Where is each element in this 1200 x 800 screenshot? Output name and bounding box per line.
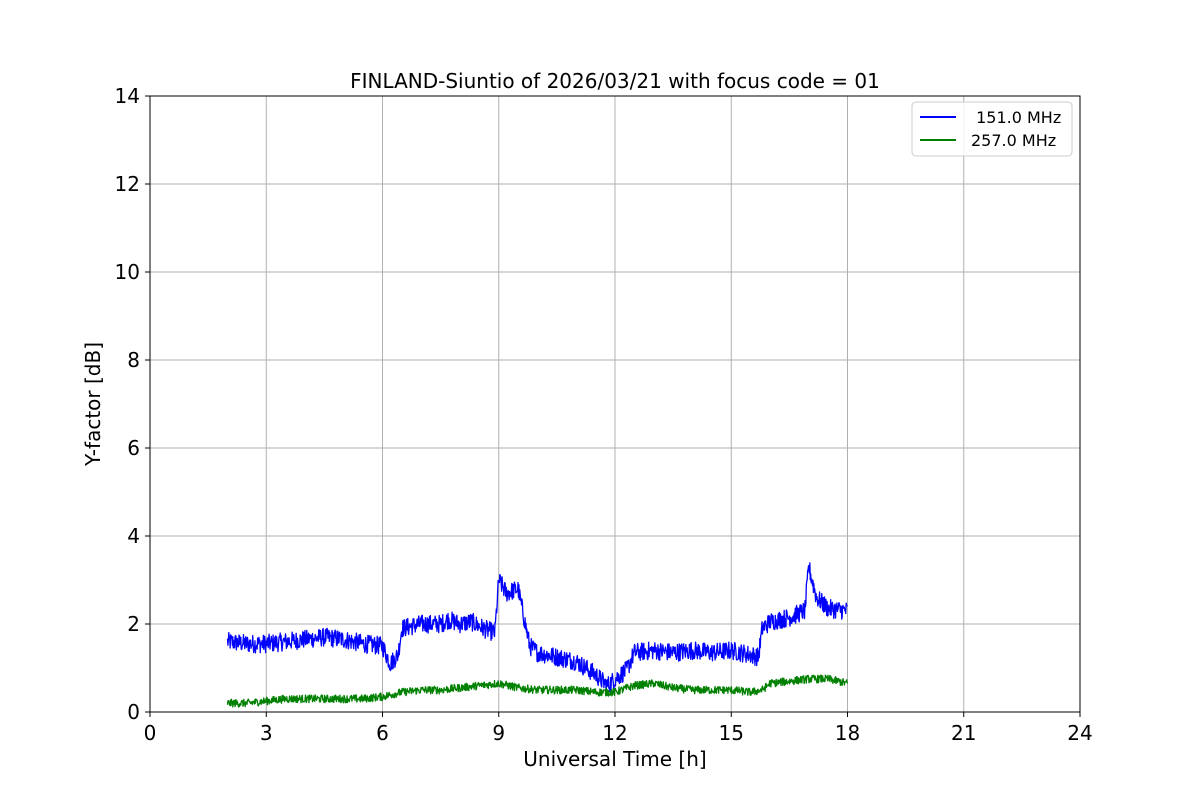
x-axis-label: Universal Time [h] xyxy=(523,747,706,771)
series-line-0 xyxy=(226,562,848,695)
y-tick-label: 0 xyxy=(127,700,140,724)
y-axis-label: Y-factor [dB] xyxy=(81,342,105,467)
y-tick-label: 10 xyxy=(115,260,140,284)
x-tick-label: 15 xyxy=(719,721,744,745)
y-tick-label: 12 xyxy=(115,172,140,196)
chart-title: FINLAND-Siuntio of 2026/03/21 with focus… xyxy=(350,69,880,93)
x-tick-label: 18 xyxy=(835,721,860,745)
series-line-1 xyxy=(226,674,849,708)
y-tick-label: 14 xyxy=(115,84,140,108)
legend: 151.0 MHz 257.0 MHz xyxy=(911,101,1073,157)
x-tick-label: 9 xyxy=(492,721,505,745)
x-tick-label: 3 xyxy=(260,721,273,745)
y-tick-label: 2 xyxy=(127,612,140,636)
x-tick-label: 12 xyxy=(602,721,627,745)
series-layer xyxy=(226,562,849,708)
x-tick-label: 24 xyxy=(1067,721,1092,745)
x-tick-label: 6 xyxy=(376,721,389,745)
x-tick-label: 0 xyxy=(144,721,157,745)
y-tick-label: 6 xyxy=(127,436,140,460)
y-tick-label: 4 xyxy=(127,524,140,548)
legend-box xyxy=(911,101,1073,157)
x-tick-label: 21 xyxy=(951,721,976,745)
legend-label-257mhz: 257.0 MHz xyxy=(971,131,1056,150)
legend-label-151mhz: 151.0 MHz xyxy=(971,108,1061,127)
y-tick-label: 8 xyxy=(127,348,140,372)
